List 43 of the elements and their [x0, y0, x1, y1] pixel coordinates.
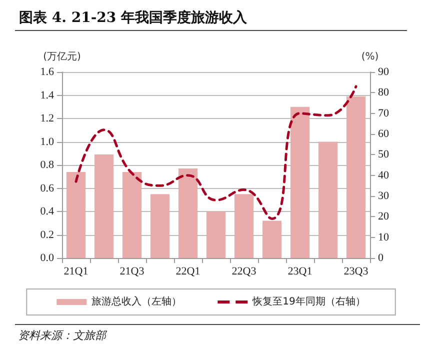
bar	[234, 194, 254, 258]
y-tick-label: 1.6	[40, 66, 54, 78]
bar	[346, 96, 366, 258]
bar	[66, 172, 86, 258]
bar	[206, 212, 226, 258]
bar	[178, 168, 198, 258]
legend-label: 恢复至19年同期（右轴）	[252, 296, 366, 308]
y2-tick-label: 90	[378, 66, 390, 78]
y-tick-label: 0.2	[40, 228, 54, 241]
y-tick-label: 0.0	[40, 252, 54, 264]
y-tick-label: 0.8	[40, 159, 54, 171]
y2-axis-title: (%)	[361, 52, 379, 62]
y2-tick-label: 80	[378, 86, 390, 99]
y-tick-label: 1.2	[40, 112, 54, 124]
y2-tick-label: 10	[378, 231, 390, 244]
x-tick-label: 22Q1	[176, 266, 200, 278]
line-series	[74, 85, 358, 220]
y2-tick-label: 0	[378, 252, 384, 264]
y2-tick-label: 70	[378, 107, 390, 120]
x-tick-label: 22Q3	[232, 266, 257, 278]
y-tick-label: 0.6	[40, 182, 54, 194]
y-tick-label: 0.4	[40, 206, 54, 218]
y2-tick-label: 20	[378, 210, 390, 223]
bar	[318, 142, 338, 258]
bar	[150, 194, 170, 258]
y-tick-label: 1.0	[40, 136, 54, 148]
y2-tick-label: 50	[378, 148, 390, 161]
x-tick-label: 21Q1	[64, 266, 88, 278]
text: 资料来源：文旅部	[18, 329, 108, 342]
x-tick-label: 21Q3	[120, 266, 145, 278]
y2-tick-label: 30	[378, 190, 390, 202]
chart-title: 图表 4. 21-23 年我国季度旅游收入	[19, 9, 248, 26]
bar	[94, 154, 114, 258]
y2-tick-label: 60	[378, 128, 390, 140]
bar	[290, 106, 310, 258]
y2-tick-label: 40	[378, 169, 390, 182]
bar	[122, 172, 142, 258]
x-tick-label: 23Q3	[344, 266, 369, 278]
legend-label: 旅游总收入（左轴）	[92, 296, 182, 308]
bar	[262, 220, 282, 258]
y-tick-label: 1.4	[40, 89, 54, 102]
x-tick-label: 23Q1	[288, 266, 312, 278]
y-axis-title: (万亿元)	[43, 52, 81, 62]
